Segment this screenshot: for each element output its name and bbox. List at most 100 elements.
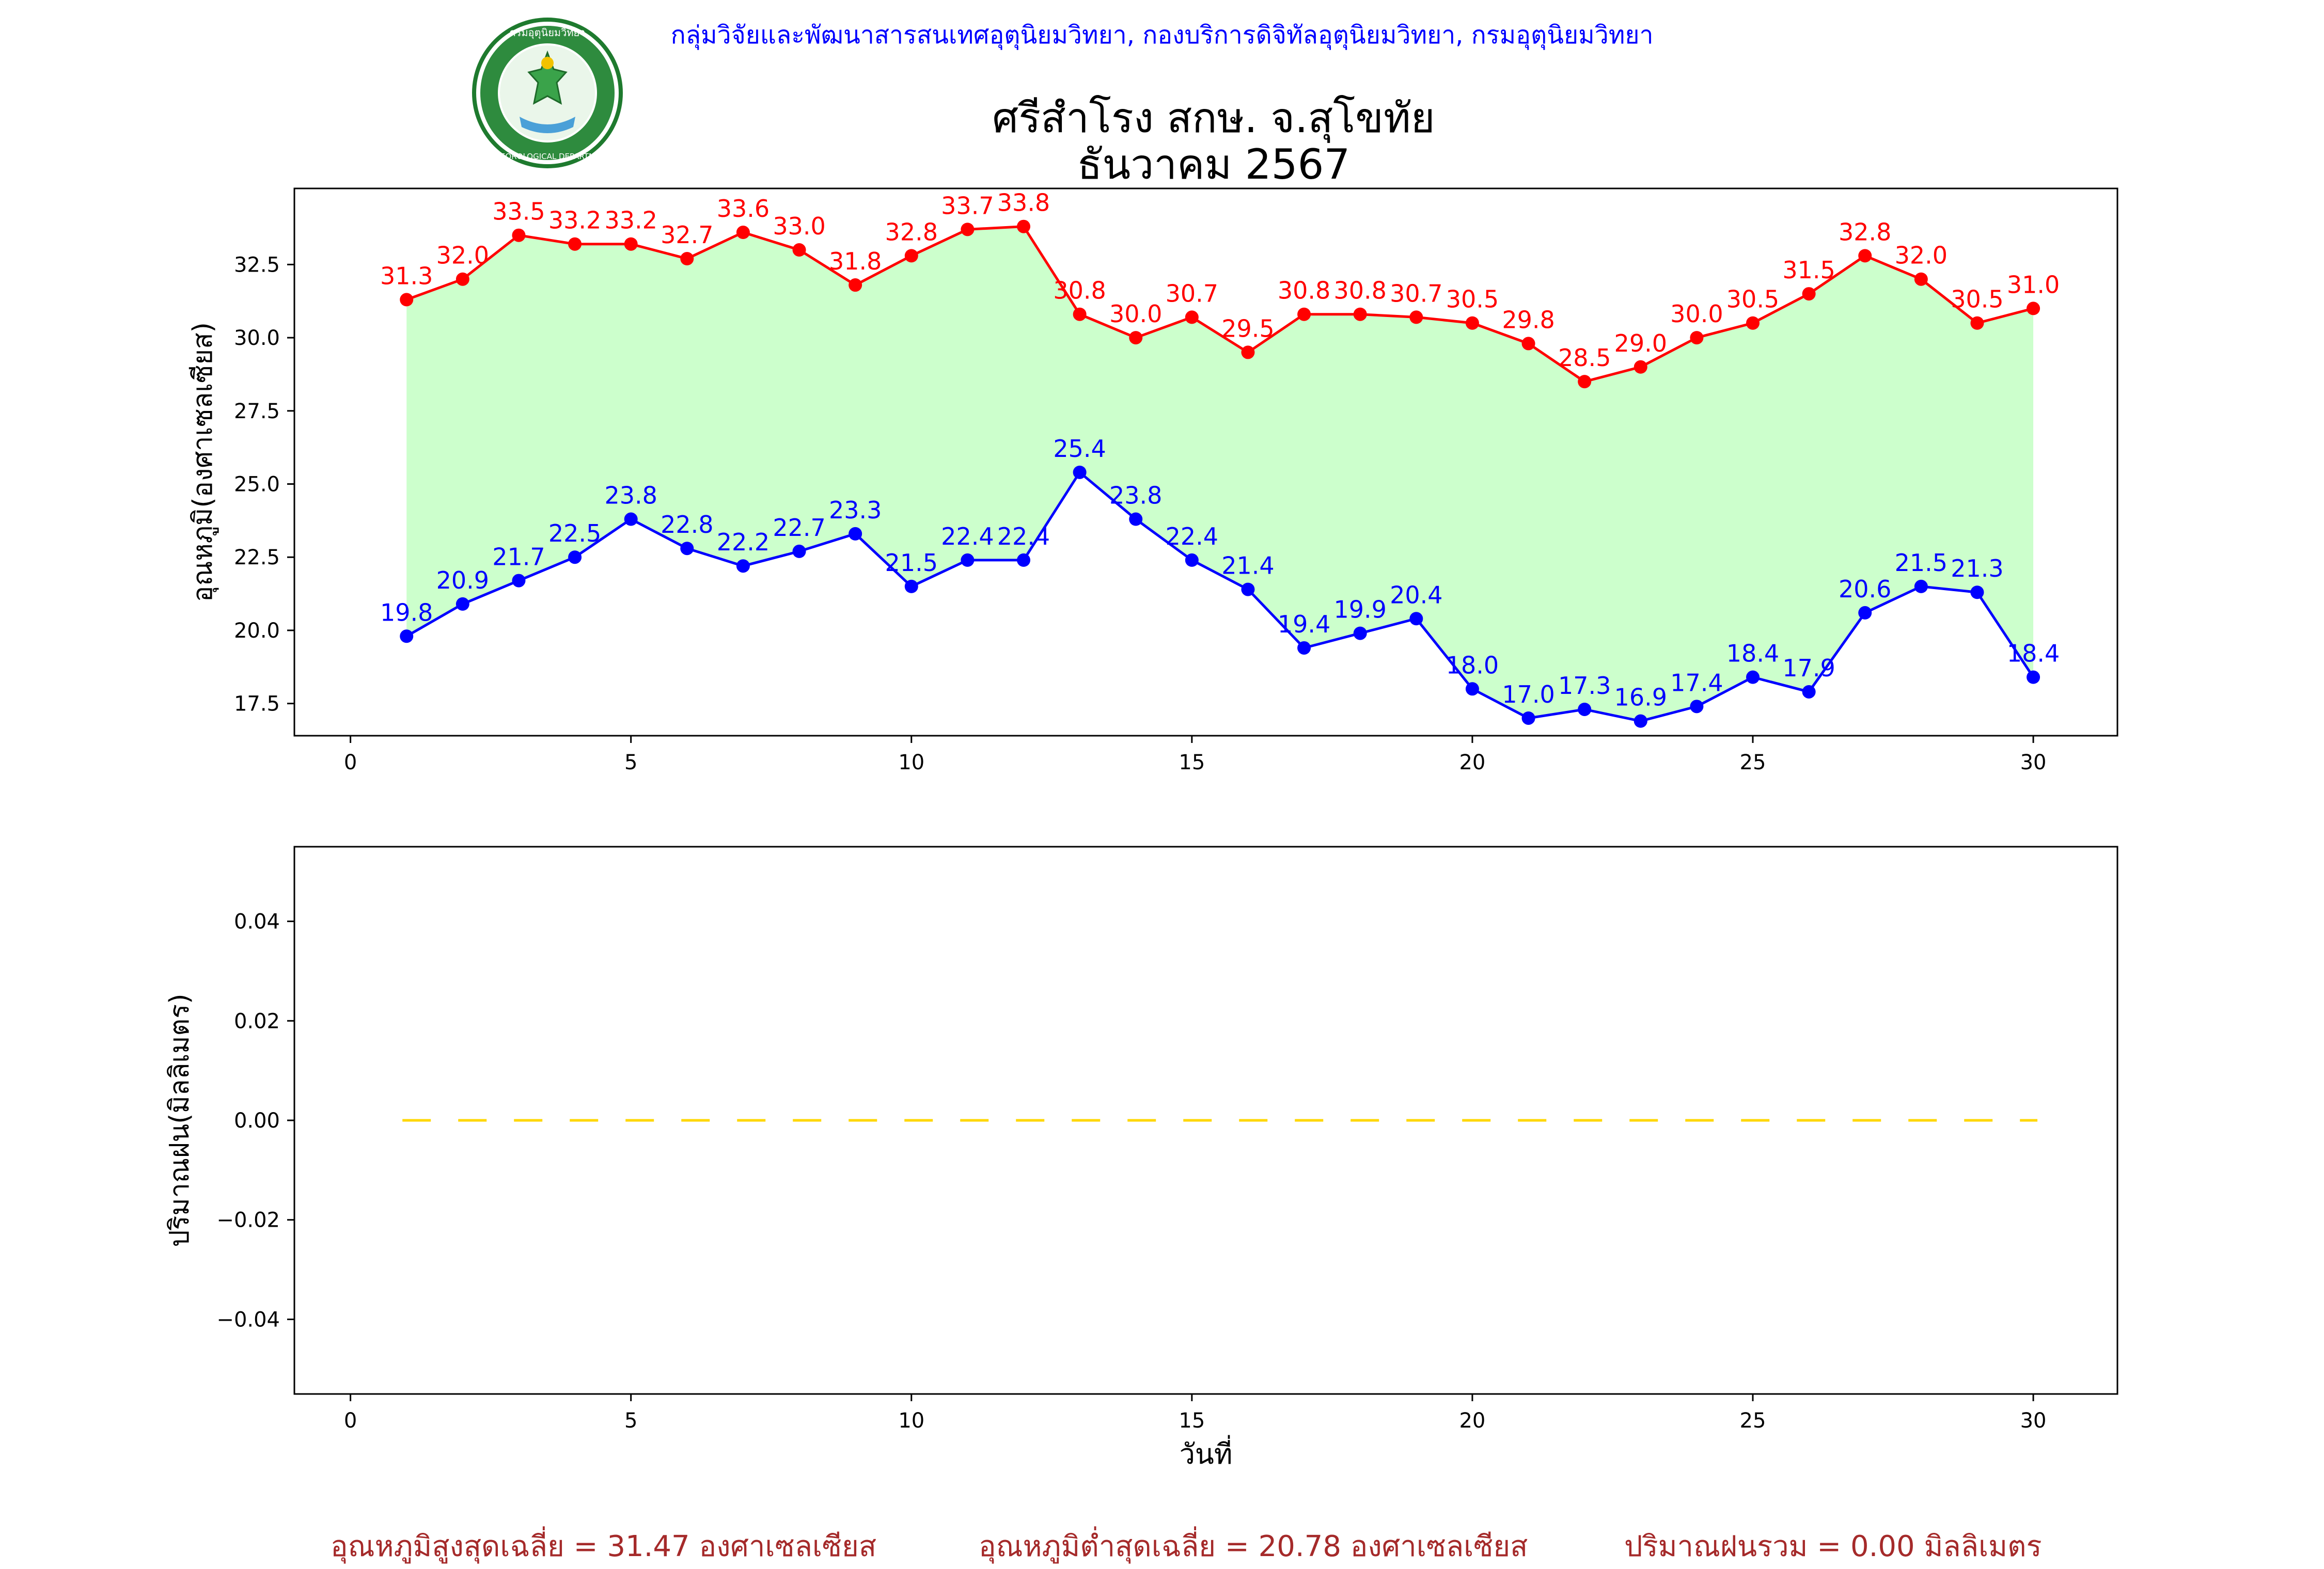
max-temperature-data-label: 30.0 — [1109, 300, 1162, 328]
max-temperature-data-label: 29.8 — [1502, 306, 1554, 334]
max-temperature-point — [1409, 310, 1423, 324]
min-temperature-data-label: 21.4 — [1221, 552, 1274, 580]
min-temperature-point — [1914, 579, 1928, 593]
max-temperature-point — [1353, 307, 1367, 321]
min-temperature-point — [1409, 612, 1423, 626]
max-temperature-point — [904, 249, 918, 263]
max-temperature-point — [1017, 219, 1030, 233]
min-temperature-data-label: 21.5 — [1895, 549, 1948, 577]
max-temperature-data-label: 30.7 — [1166, 279, 1218, 307]
min-temperature-point — [568, 550, 582, 564]
min-temperature-point — [1634, 714, 1647, 728]
max-temperature-data-label: 28.5 — [1558, 344, 1611, 372]
max-temperature-data-label: 30.7 — [1390, 279, 1442, 307]
min-temperature-data-label: 16.9 — [1614, 684, 1667, 711]
min-temperature-point — [1353, 626, 1367, 640]
min-temperature-data-label: 22.4 — [997, 522, 1050, 550]
x-tick-label: 25 — [1740, 1409, 1766, 1433]
min-temperature-point — [1241, 582, 1255, 596]
max-temperature-data-label: 30.8 — [1333, 277, 1386, 305]
max-temperature-point — [1297, 307, 1311, 321]
max-temperature-data-label: 32.8 — [885, 218, 938, 246]
min-temperature-point — [1017, 553, 1030, 567]
min-temperature-point — [849, 527, 862, 541]
temperature-chart: 0 5 10 15 20 25 30 17.5 20.0 22.5 25.0 27.5 30.0 32.5… — [187, 187, 2118, 774]
chart-subtitle: ธันวาคม 2567 — [1077, 140, 1351, 188]
y-tick-label: −0.04 — [216, 1308, 280, 1332]
svg-text:กรมอุตุนิยมวิทยา: กรมอุตุนิยมวิทยา — [510, 26, 586, 39]
max-temperature-point — [1746, 316, 1760, 330]
max-temperature-point — [624, 237, 638, 251]
x-tick-label: 5 — [624, 1409, 637, 1433]
max-temperature-point — [792, 243, 806, 257]
max-temperature-data-label: 31.5 — [1782, 256, 1835, 284]
min-temperature-data-label: 19.9 — [1333, 596, 1386, 624]
max-temperature-data-label: 33.0 — [773, 212, 825, 240]
y-tick-label: −0.02 — [216, 1209, 280, 1232]
y-tick-label: 30.0 — [234, 326, 280, 350]
x-tick-label: 0 — [344, 1409, 357, 1433]
x-tick-label: 0 — [344, 751, 357, 774]
max-temperature-data-label: 29.0 — [1614, 329, 1667, 357]
min-temperature-point — [1970, 585, 1984, 599]
max-temperature-data-label: 30.5 — [1446, 286, 1499, 313]
max-temperature-data-label: 32.7 — [661, 221, 713, 249]
x-tick-label: 10 — [898, 1409, 924, 1433]
min-temperature-point — [1690, 700, 1704, 714]
x-tick-label: 15 — [1179, 751, 1205, 774]
max-temperature-point — [1521, 337, 1535, 351]
y-tick-label: 27.5 — [234, 400, 280, 423]
y-tick-label: 25.0 — [234, 473, 280, 497]
max-temperature-data-label: 30.5 — [1726, 286, 1779, 313]
x-axis-label: วันที่ — [1180, 1435, 1233, 1470]
max-temperature-point — [1578, 375, 1592, 389]
min-temperature-line — [405, 470, 2035, 723]
y-tick-label: 0.02 — [234, 1009, 280, 1033]
min-temperature-point — [2027, 670, 2040, 684]
y-axis-label: อุณหภูมิ(องศาเซลเซียส) — [187, 322, 219, 602]
department-line: กลุ่มวิจัยและพัฒนาสารสนเทศอุตุนิยมวิทยา,… — [670, 21, 1654, 50]
max-temperature-point — [512, 228, 526, 242]
max-temperature-data-label: 33.7 — [941, 192, 994, 219]
min-temperature-data-label: 20.6 — [1839, 575, 1891, 603]
meteorological-department-logo: กรมอุตุนิยมวิทยา METEOROLOGICAL DEPARTME… — [472, 18, 623, 168]
max-temperature-data-label: 31.3 — [380, 262, 433, 290]
min-temperature-point — [1129, 512, 1143, 526]
max-temperature-data-label: 30.0 — [1670, 300, 1723, 328]
y-tick-label: 0.04 — [234, 910, 280, 934]
max-temperature-data-label: 33.6 — [717, 195, 770, 223]
x-tick-label: 10 — [898, 751, 924, 774]
min-temperature-data-label: 25.4 — [1053, 435, 1106, 463]
min-temperature-data-label: 17.3 — [1558, 672, 1611, 700]
max-temperature-data-label: 30.8 — [1053, 277, 1106, 305]
min-temperature-data-label: 20.4 — [1390, 581, 1442, 609]
max-temperature-point — [1914, 272, 1928, 286]
axes-frame — [293, 187, 2118, 737]
min-temperature-data-label: 22.7 — [773, 514, 825, 542]
min-temperature-data-label: 18.4 — [1726, 640, 1779, 668]
y-tick-label: 17.5 — [234, 692, 280, 716]
max-temperature-point — [849, 278, 862, 292]
min-temperature-point — [961, 553, 975, 567]
max-temperature-data-label: 29.5 — [1221, 314, 1274, 342]
max-temperature-point — [680, 252, 694, 266]
rainfall-chart: 0 5 10 15 20 25 30 −0.04 −0.02 0.00 0.02 0.04 ปริมาณ… — [164, 846, 2118, 1470]
min-temperature-data-label: 22.4 — [1166, 522, 1218, 550]
max-temperature-point — [1073, 307, 1087, 321]
max-temperature-point — [568, 237, 582, 251]
chart-title: ศรีสำโรง สกษ. จ.สุโขทัย — [992, 94, 1435, 142]
y-tick-label: 0.00 — [234, 1109, 280, 1133]
max-temperature-data-label: 31.8 — [829, 247, 882, 275]
min-temperature-data-label: 19.4 — [1278, 610, 1330, 638]
min-temperature-point — [904, 579, 918, 593]
min-temperature-data-label: 18.0 — [1446, 651, 1499, 679]
min-temperature-data-label: 21.7 — [492, 543, 545, 571]
max-temperature-data-label: 30.8 — [1278, 277, 1330, 305]
max-temperature-data-label: 33.2 — [604, 207, 657, 234]
min-temperature-data-label: 21.5 — [885, 549, 938, 577]
x-tick-label: 30 — [2020, 751, 2047, 774]
y-tick-label: 20.0 — [234, 619, 280, 643]
min-temperature-point — [1521, 711, 1535, 725]
max-temperature-point — [1634, 360, 1647, 374]
